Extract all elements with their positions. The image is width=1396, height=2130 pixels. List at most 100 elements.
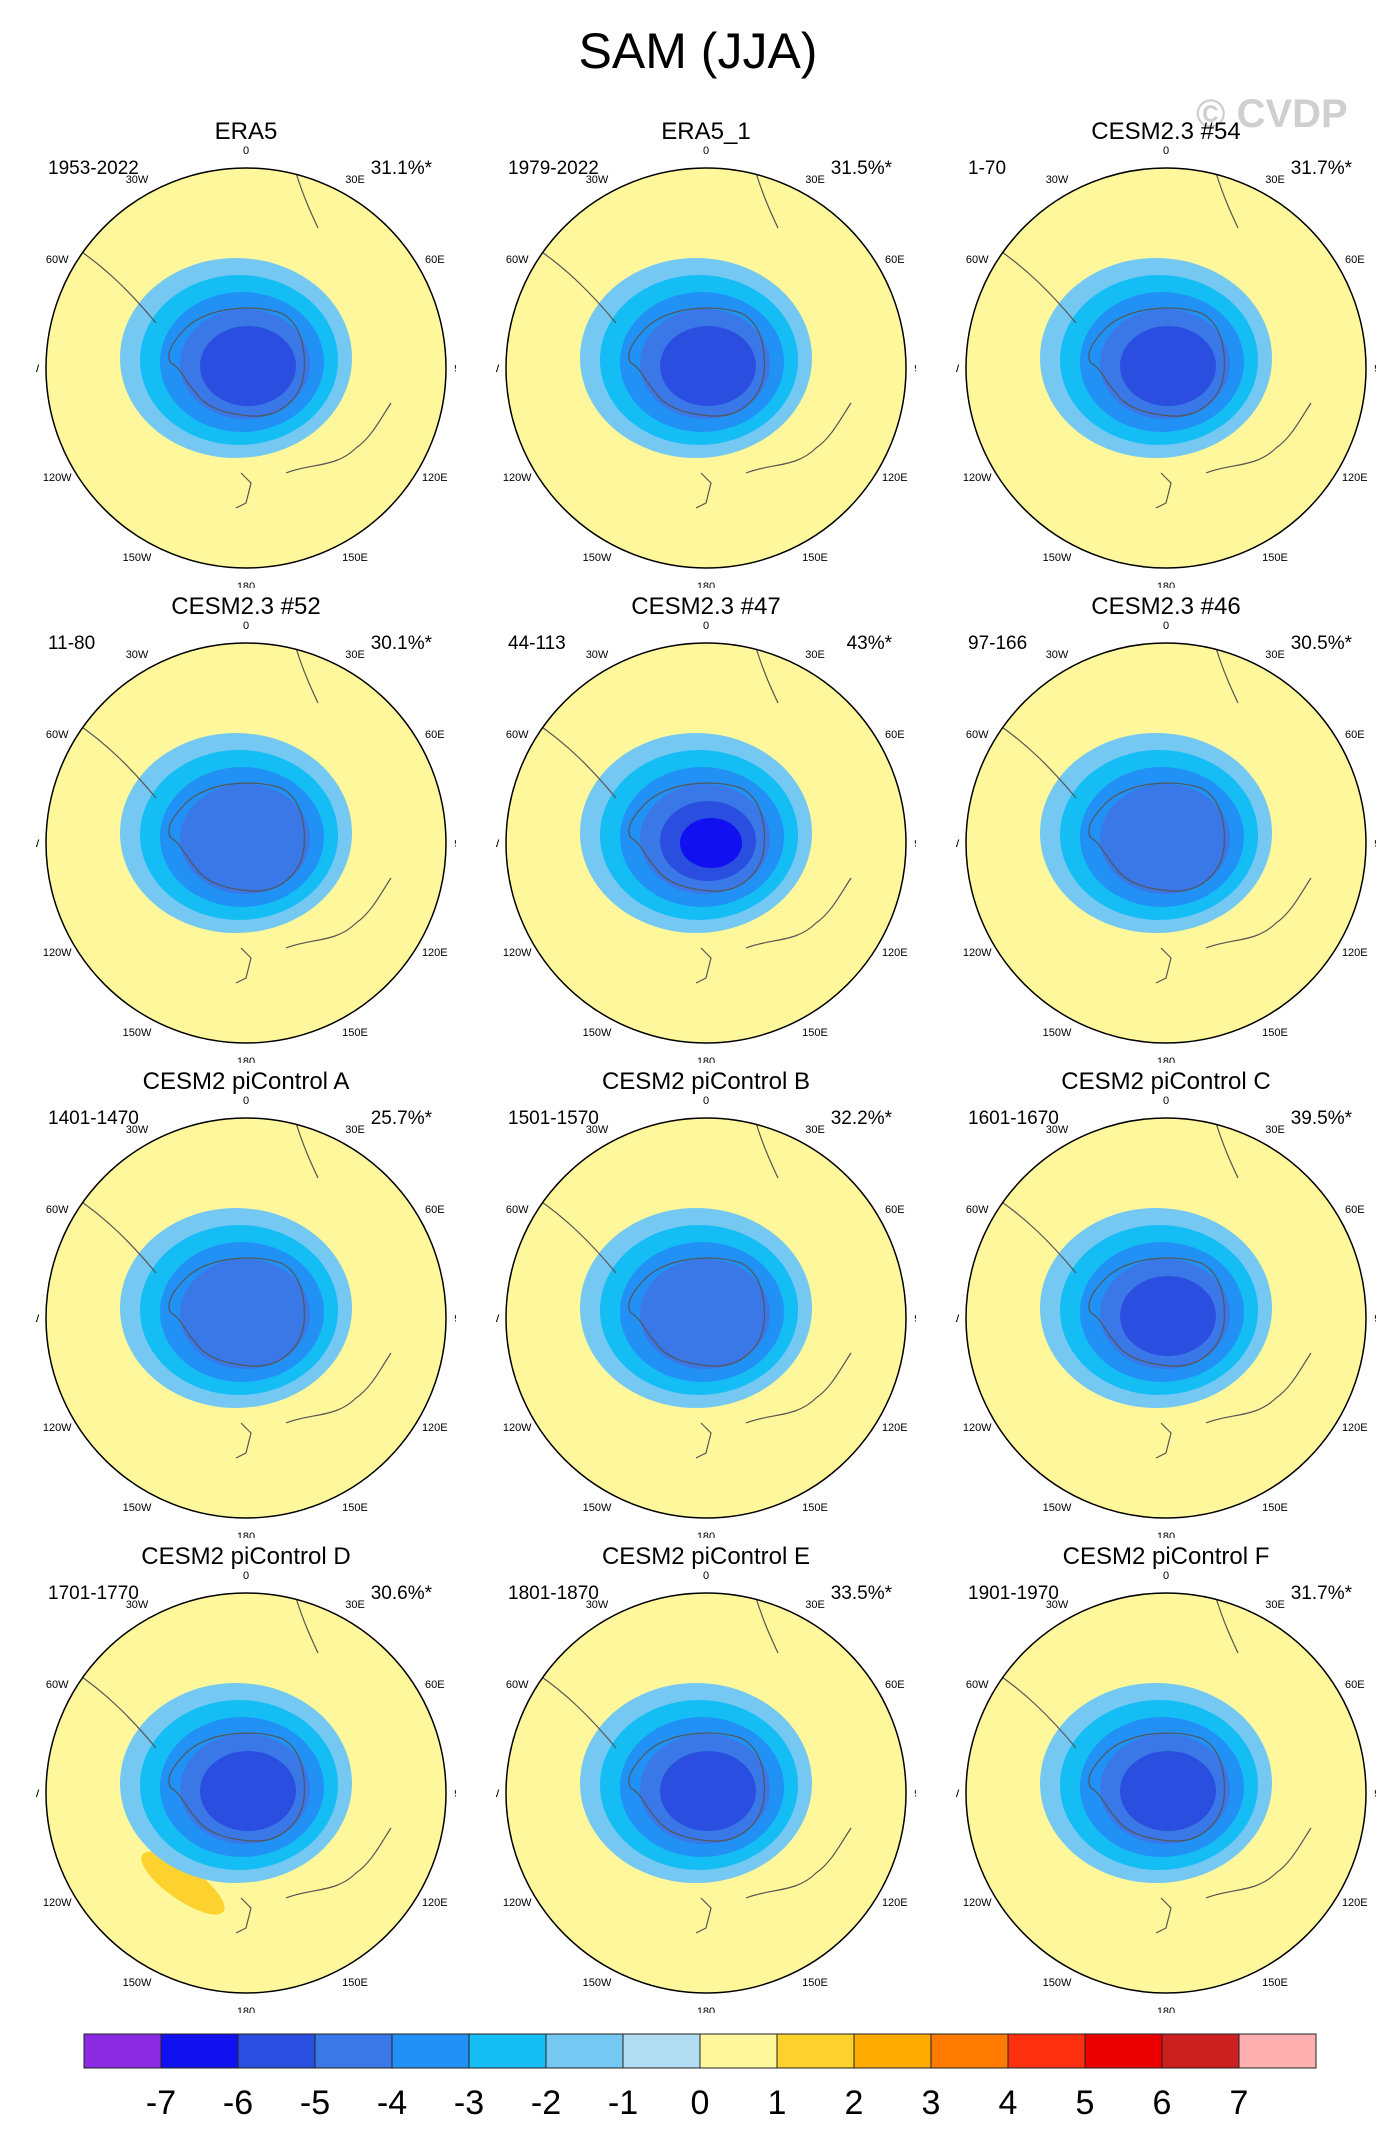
polar-map: 0 30E 60E 90E 120E 150E 180 150W 120W 90W 60W 30W <box>36 1095 456 1538</box>
longitude-label: 60W <box>506 1679 529 1691</box>
south-america-coastline <box>75 1197 157 1274</box>
new-zealand-coastline <box>695 947 712 984</box>
australia-coastline <box>1205 877 1312 949</box>
longitude-label: 90E <box>914 1788 916 1800</box>
longitude-label: 180 <box>237 1531 255 1538</box>
longitude-label: 30E <box>805 1124 825 1136</box>
panel-period: 1979-2022 <box>508 158 599 179</box>
south-america-coastline <box>75 247 157 324</box>
colorbar-label: 1 <box>768 2084 787 2122</box>
longitude-label: 120E <box>1342 1897 1368 1909</box>
longitude-label: 120W <box>43 1897 72 1909</box>
colorbar-swatch <box>314 2033 393 2069</box>
longitude-label: 120W <box>43 1422 72 1434</box>
panel-title: CESM2 piControl F <box>1062 1543 1270 1570</box>
longitude-label: 60W <box>46 729 69 741</box>
longitude-label: 150W <box>583 552 612 564</box>
longitude-label: 90E <box>1374 838 1376 850</box>
longitude-label: 60E <box>885 254 905 266</box>
longitude-label: 120E <box>882 1422 908 1434</box>
longitude-label: 120E <box>882 947 908 959</box>
new-zealand-coastline <box>235 947 252 984</box>
longitude-label: 150E <box>342 1027 368 1039</box>
longitude-label: 30E <box>1265 649 1285 661</box>
map-border <box>45 167 447 569</box>
panel-variance: 30.1%* <box>370 633 432 654</box>
panel-title: CESM2 piControl C <box>1061 1068 1271 1095</box>
australia-coastline <box>285 877 392 949</box>
longitude-label: 60W <box>966 254 989 266</box>
panel-title: CESM2 piControl D <box>141 1543 351 1570</box>
longitude-label: 30W <box>1046 1124 1069 1136</box>
longitude-label: 30W <box>126 1124 149 1136</box>
south-america-coastline <box>535 1672 617 1749</box>
new-zealand-coastline <box>1155 472 1172 509</box>
longitude-label: 120W <box>963 472 992 484</box>
negative-anomaly <box>660 326 756 406</box>
longitude-label: 0 <box>1163 1570 1169 1582</box>
longitude-label: 60E <box>425 1679 445 1691</box>
longitude-label: 90E <box>914 363 916 375</box>
longitude-label: 120W <box>963 1897 992 1909</box>
longitude-label: 0 <box>243 1570 249 1582</box>
longitude-label: 90W <box>36 1788 40 1800</box>
longitude-label: 150W <box>1043 1027 1072 1039</box>
longitude-label: 0 <box>1163 620 1169 632</box>
panel-period: 1401-1470 <box>48 1108 139 1129</box>
longitude-label: 30W <box>586 649 609 661</box>
colorbar-swatch <box>160 2033 239 2069</box>
longitude-label: 0 <box>703 620 709 632</box>
polar-map: 0 30E 60E 90E 120E 150E 180 150W 120W 90W 60W 30W <box>956 620 1376 1063</box>
longitude-label: 180 <box>237 1056 255 1063</box>
panel-variance: 30.6%* <box>370 1583 432 1604</box>
colorbar-swatch <box>776 2033 855 2069</box>
africa-coastline <box>1215 1597 1239 1654</box>
longitude-label: 90W <box>956 838 960 850</box>
longitude-label: 120E <box>882 1897 908 1909</box>
australia-coastline <box>285 402 392 474</box>
africa-coastline <box>1215 647 1239 704</box>
colorbar-label: -4 <box>377 2084 407 2122</box>
longitude-label: 120E <box>1342 947 1368 959</box>
africa-coastline <box>755 1597 779 1654</box>
panel-period: 1701-1770 <box>48 1583 139 1604</box>
negative-anomaly <box>1120 1751 1216 1831</box>
map-panel: 0 30E 60E 90E 120E 150E 180 150W 120W 90W 60W 30W ER… <box>36 118 456 588</box>
negative-anomaly <box>1120 326 1216 406</box>
longitude-label: 90E <box>1374 1313 1376 1325</box>
longitude-label: 60E <box>425 254 445 266</box>
longitude-label: 60E <box>1345 1204 1365 1216</box>
longitude-label: 0 <box>243 145 249 157</box>
panel-period: 44-113 <box>508 633 566 654</box>
panel-title: CESM2.3 #52 <box>171 593 321 620</box>
colorbar-swatch <box>83 2033 162 2069</box>
longitude-label: 90W <box>36 1313 40 1325</box>
longitude-label: 180 <box>697 2006 715 2013</box>
panel-period: 1801-1870 <box>508 1583 599 1604</box>
colorbar-label: 4 <box>999 2084 1018 2122</box>
longitude-label: 60W <box>966 1204 989 1216</box>
map-border <box>505 642 907 1044</box>
longitude-label: 30W <box>1046 174 1069 186</box>
longitude-label: 150W <box>583 1502 612 1514</box>
longitude-label: 150E <box>1262 1977 1288 1989</box>
longitude-label: 150E <box>802 1027 828 1039</box>
colorbar-label: -6 <box>223 2084 253 2122</box>
longitude-label: 180 <box>697 1531 715 1538</box>
negative-anomaly <box>200 326 296 406</box>
longitude-label: 120W <box>43 472 72 484</box>
negative-anomaly <box>1100 784 1230 894</box>
new-zealand-coastline <box>695 472 712 509</box>
colorbar-swatch <box>699 2033 778 2069</box>
longitude-label: 120E <box>1342 1422 1368 1434</box>
positive-anomaly <box>1027 1825 1179 1941</box>
australia-coastline <box>745 877 852 949</box>
south-america-coastline <box>995 722 1077 799</box>
antarctica-coastline <box>628 1257 765 1367</box>
panel-variance: 31.5%* <box>830 158 892 179</box>
longitude-label: 120W <box>43 947 72 959</box>
antarctica-coastline <box>1088 307 1225 417</box>
longitude-label: 30W <box>126 174 149 186</box>
map-panel: 0 30E 60E 90E 120E 150E 180 150W 120W 90W 60W 30W CE… <box>496 593 916 1063</box>
watermark: © CVDP <box>1196 92 1348 136</box>
